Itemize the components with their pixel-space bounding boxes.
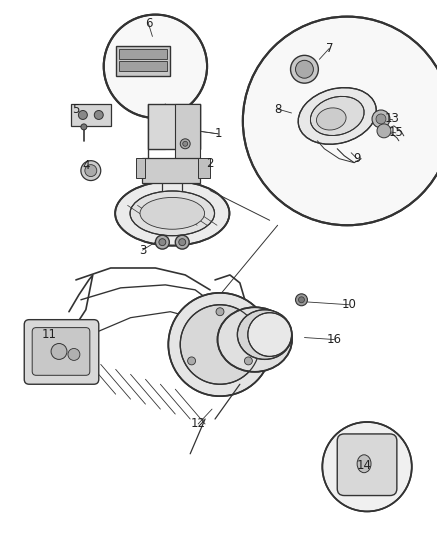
Bar [119, 50, 167, 59]
Text: 2: 2 [206, 157, 214, 170]
Circle shape [180, 305, 260, 384]
Ellipse shape [298, 87, 376, 144]
Text: 14: 14 [357, 459, 371, 472]
Circle shape [377, 124, 391, 138]
Circle shape [183, 141, 188, 146]
Circle shape [104, 14, 207, 118]
Bar [175, 104, 200, 159]
Text: 12: 12 [191, 417, 205, 431]
Ellipse shape [140, 197, 205, 229]
Ellipse shape [218, 307, 292, 372]
Text: 3: 3 [139, 244, 146, 256]
Circle shape [376, 114, 386, 124]
Ellipse shape [311, 96, 364, 135]
FancyBboxPatch shape [24, 320, 99, 384]
Text: 11: 11 [42, 328, 57, 341]
Circle shape [81, 160, 101, 181]
Circle shape [322, 422, 412, 512]
FancyBboxPatch shape [337, 434, 397, 496]
Circle shape [248, 313, 292, 357]
Bar [135, 158, 145, 177]
Circle shape [81, 124, 87, 130]
Text: 15: 15 [389, 126, 403, 139]
Bar [148, 104, 200, 149]
Bar [198, 158, 210, 177]
Circle shape [155, 235, 170, 249]
Circle shape [243, 17, 438, 225]
Circle shape [179, 239, 186, 246]
Circle shape [175, 235, 189, 249]
Ellipse shape [115, 181, 230, 246]
Bar [142, 158, 200, 182]
Bar [119, 61, 167, 71]
Text: 13: 13 [385, 112, 399, 125]
Circle shape [296, 294, 307, 306]
Circle shape [290, 55, 318, 83]
Text: 8: 8 [274, 102, 281, 116]
Circle shape [78, 110, 87, 119]
Text: 6: 6 [145, 17, 152, 30]
Circle shape [159, 239, 166, 246]
Circle shape [85, 165, 97, 176]
Ellipse shape [237, 310, 292, 359]
Circle shape [216, 308, 224, 316]
Text: 9: 9 [353, 152, 361, 165]
Text: 10: 10 [342, 298, 357, 311]
Text: 1: 1 [214, 127, 222, 140]
Circle shape [168, 293, 272, 396]
Circle shape [51, 343, 67, 359]
Circle shape [187, 357, 196, 365]
Bar [116, 46, 170, 76]
Bar [71, 104, 111, 126]
Text: 5: 5 [72, 102, 80, 116]
Circle shape [94, 110, 103, 119]
Text: 7: 7 [325, 42, 333, 55]
Ellipse shape [130, 191, 215, 236]
Text: 16: 16 [327, 333, 342, 346]
Circle shape [68, 349, 80, 360]
Circle shape [180, 139, 190, 149]
Circle shape [298, 297, 304, 303]
Circle shape [372, 110, 390, 128]
FancyBboxPatch shape [32, 328, 90, 375]
Ellipse shape [357, 455, 371, 473]
Text: 4: 4 [82, 159, 90, 172]
Ellipse shape [317, 108, 346, 130]
Circle shape [244, 357, 252, 365]
Circle shape [296, 60, 314, 78]
